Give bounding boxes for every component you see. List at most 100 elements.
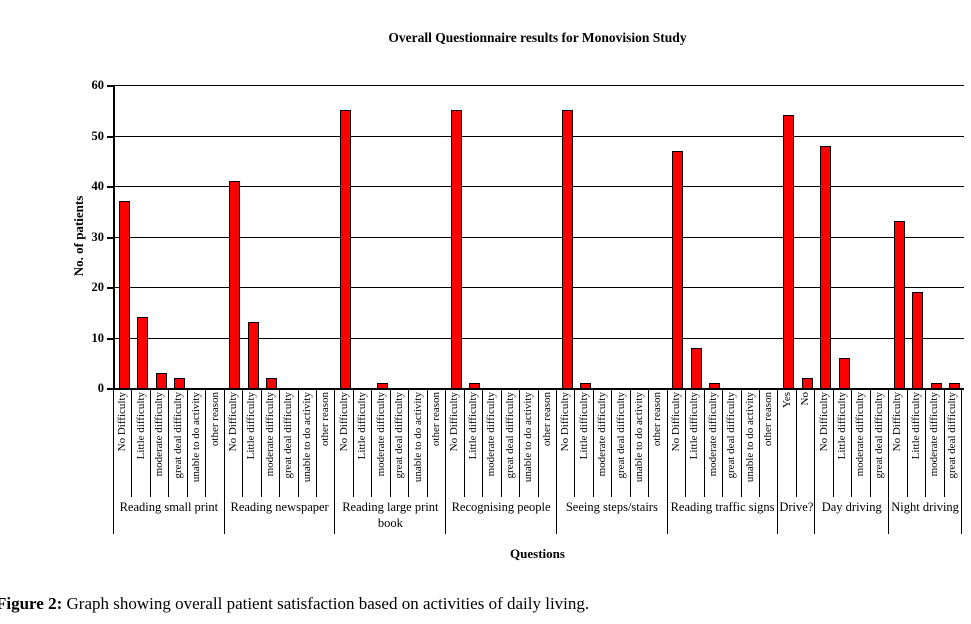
category-label: unable to do activity	[522, 392, 535, 483]
bar	[377, 382, 389, 388]
group-label-text: Day driving	[821, 500, 882, 514]
group-label: Reading newspaper	[223, 497, 335, 534]
category-label: Little difficulty	[134, 392, 147, 460]
category-cell: moderate difficulty	[482, 389, 500, 497]
category-cell: great deal difficulty	[611, 389, 629, 497]
category-cell: unable to do activity	[629, 389, 648, 497]
category-cell: No	[795, 389, 814, 497]
category-label: Little difficulty	[245, 392, 258, 460]
bar	[709, 382, 721, 388]
y-tick-label: 30	[91, 229, 105, 244]
gridline	[115, 236, 964, 238]
category-label: No Difficulty	[559, 392, 572, 452]
category-cell: Little difficulty	[131, 389, 149, 497]
figure-caption-label: Figure 2:	[0, 594, 63, 613]
category-cell: moderate difficulty	[592, 389, 611, 497]
y-tick-label: 10	[91, 330, 105, 345]
bar	[155, 372, 167, 388]
group-label: Reading traffic signs	[666, 497, 778, 534]
bar	[450, 110, 462, 388]
category-label: No Difficulty	[448, 392, 461, 452]
y-tick-label: 60	[91, 78, 105, 92]
group-label-text: Reading traffic signs	[670, 500, 775, 514]
bar	[801, 377, 813, 388]
category-label: other reason	[651, 392, 664, 447]
category-cell: Little difficulty	[906, 389, 925, 497]
group-label-text: Reading small print	[119, 500, 219, 514]
category-cell: other reason	[316, 389, 334, 497]
category-cell: unable to do activity	[519, 389, 537, 497]
y-tick-label: 20	[91, 280, 105, 294]
category-cell: moderate difficulty	[851, 389, 869, 497]
category-axis: No Difficulty Little difficulty moderate d…	[113, 389, 962, 497]
category-label: great deal difficulty	[946, 392, 959, 479]
category-cell: moderate difficulty	[371, 389, 389, 497]
category-cell: No Difficulty	[666, 389, 685, 497]
category-cell: No Difficulty	[223, 389, 242, 497]
category-label: great deal difficulty	[282, 392, 295, 479]
category-cell: other reason	[205, 389, 223, 497]
y-tick-label: 0	[97, 381, 104, 395]
y-tick-mark	[107, 186, 113, 188]
gridline	[115, 287, 964, 288]
bar	[174, 377, 186, 388]
category-cell: No Difficulty	[113, 389, 131, 497]
category-cell: Little difficulty	[352, 389, 371, 497]
y-tick-mark	[107, 388, 113, 390]
category-label: unable to do activity	[190, 392, 203, 483]
category-cell: great deal difficulty	[389, 389, 408, 497]
category-label: other reason	[319, 392, 332, 447]
category-label: unable to do activity	[743, 392, 756, 483]
category-label: No	[799, 392, 812, 406]
category-cell: Little difficulty	[463, 389, 482, 497]
category-label: moderate difficulty	[854, 392, 867, 477]
bar	[949, 382, 961, 388]
group-label: Reading small print	[113, 497, 224, 534]
y-tick-mark	[107, 135, 113, 138]
category-cell: great deal difficulty	[943, 389, 962, 497]
y-tick-mark	[107, 236, 113, 239]
category-label: moderate difficulty	[374, 392, 387, 477]
y-tick-mark	[107, 337, 113, 340]
category-label: Little difficulty	[909, 392, 922, 460]
category-cell: great deal difficulty	[500, 389, 519, 497]
gridline	[115, 337, 964, 339]
category-cell: Little difficulty	[832, 389, 851, 497]
bar	[838, 357, 850, 388]
category-label: No Difficulty	[817, 392, 830, 452]
group-label: Seeing steps/stairs	[555, 497, 667, 534]
category-label: unable to do activity	[411, 392, 424, 483]
figure-caption-text: Graph showing overall patient satisfacti…	[62, 594, 590, 613]
bar	[690, 347, 702, 388]
category-label: other reason	[208, 392, 221, 447]
category-label: No Difficulty	[669, 392, 682, 452]
bar	[783, 115, 795, 388]
bar	[247, 322, 259, 388]
group-label: Day driving	[814, 497, 888, 534]
category-label: Little difficulty	[466, 392, 479, 460]
category-cell: unable to do activity	[297, 389, 316, 497]
category-cell: moderate difficulty	[149, 389, 168, 497]
category-cell: Yes	[777, 389, 795, 497]
category-label: moderate difficulty	[706, 392, 719, 477]
group-label: Reading large print book	[334, 497, 445, 534]
group-axis: Reading small print Reading newspaper Read…	[113, 497, 962, 534]
category-cell: unable to do activity	[740, 389, 759, 497]
category-cell: other reason	[758, 389, 777, 497]
category-cell: No Difficulty	[445, 389, 463, 497]
category-cell: Little difficulty	[574, 389, 592, 497]
group-label-text: Drive?	[779, 500, 814, 514]
category-label: great deal difficulty	[725, 392, 738, 479]
bar	[340, 110, 352, 388]
bar	[137, 317, 149, 388]
category-cell: No Difficulty	[555, 389, 574, 497]
y-tick-label: 40	[91, 179, 105, 193]
category-label: moderate difficulty	[928, 392, 941, 477]
category-label: moderate difficulty	[485, 392, 498, 477]
category-label: Little difficulty	[688, 392, 701, 460]
category-cell: moderate difficulty	[925, 389, 943, 497]
group-label: Recognising people	[445, 497, 556, 534]
category-cell: great deal difficulty	[279, 389, 297, 497]
gridline	[115, 186, 964, 187]
category-cell: other reason	[648, 389, 666, 497]
